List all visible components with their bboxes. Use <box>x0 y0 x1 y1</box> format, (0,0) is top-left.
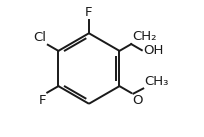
Text: F: F <box>85 6 92 19</box>
Text: Cl: Cl <box>33 31 47 44</box>
Text: O: O <box>131 94 142 107</box>
Text: CH₃: CH₃ <box>143 75 167 88</box>
Text: F: F <box>39 94 46 107</box>
Text: OH: OH <box>142 44 162 57</box>
Text: CH₂: CH₂ <box>131 30 156 43</box>
